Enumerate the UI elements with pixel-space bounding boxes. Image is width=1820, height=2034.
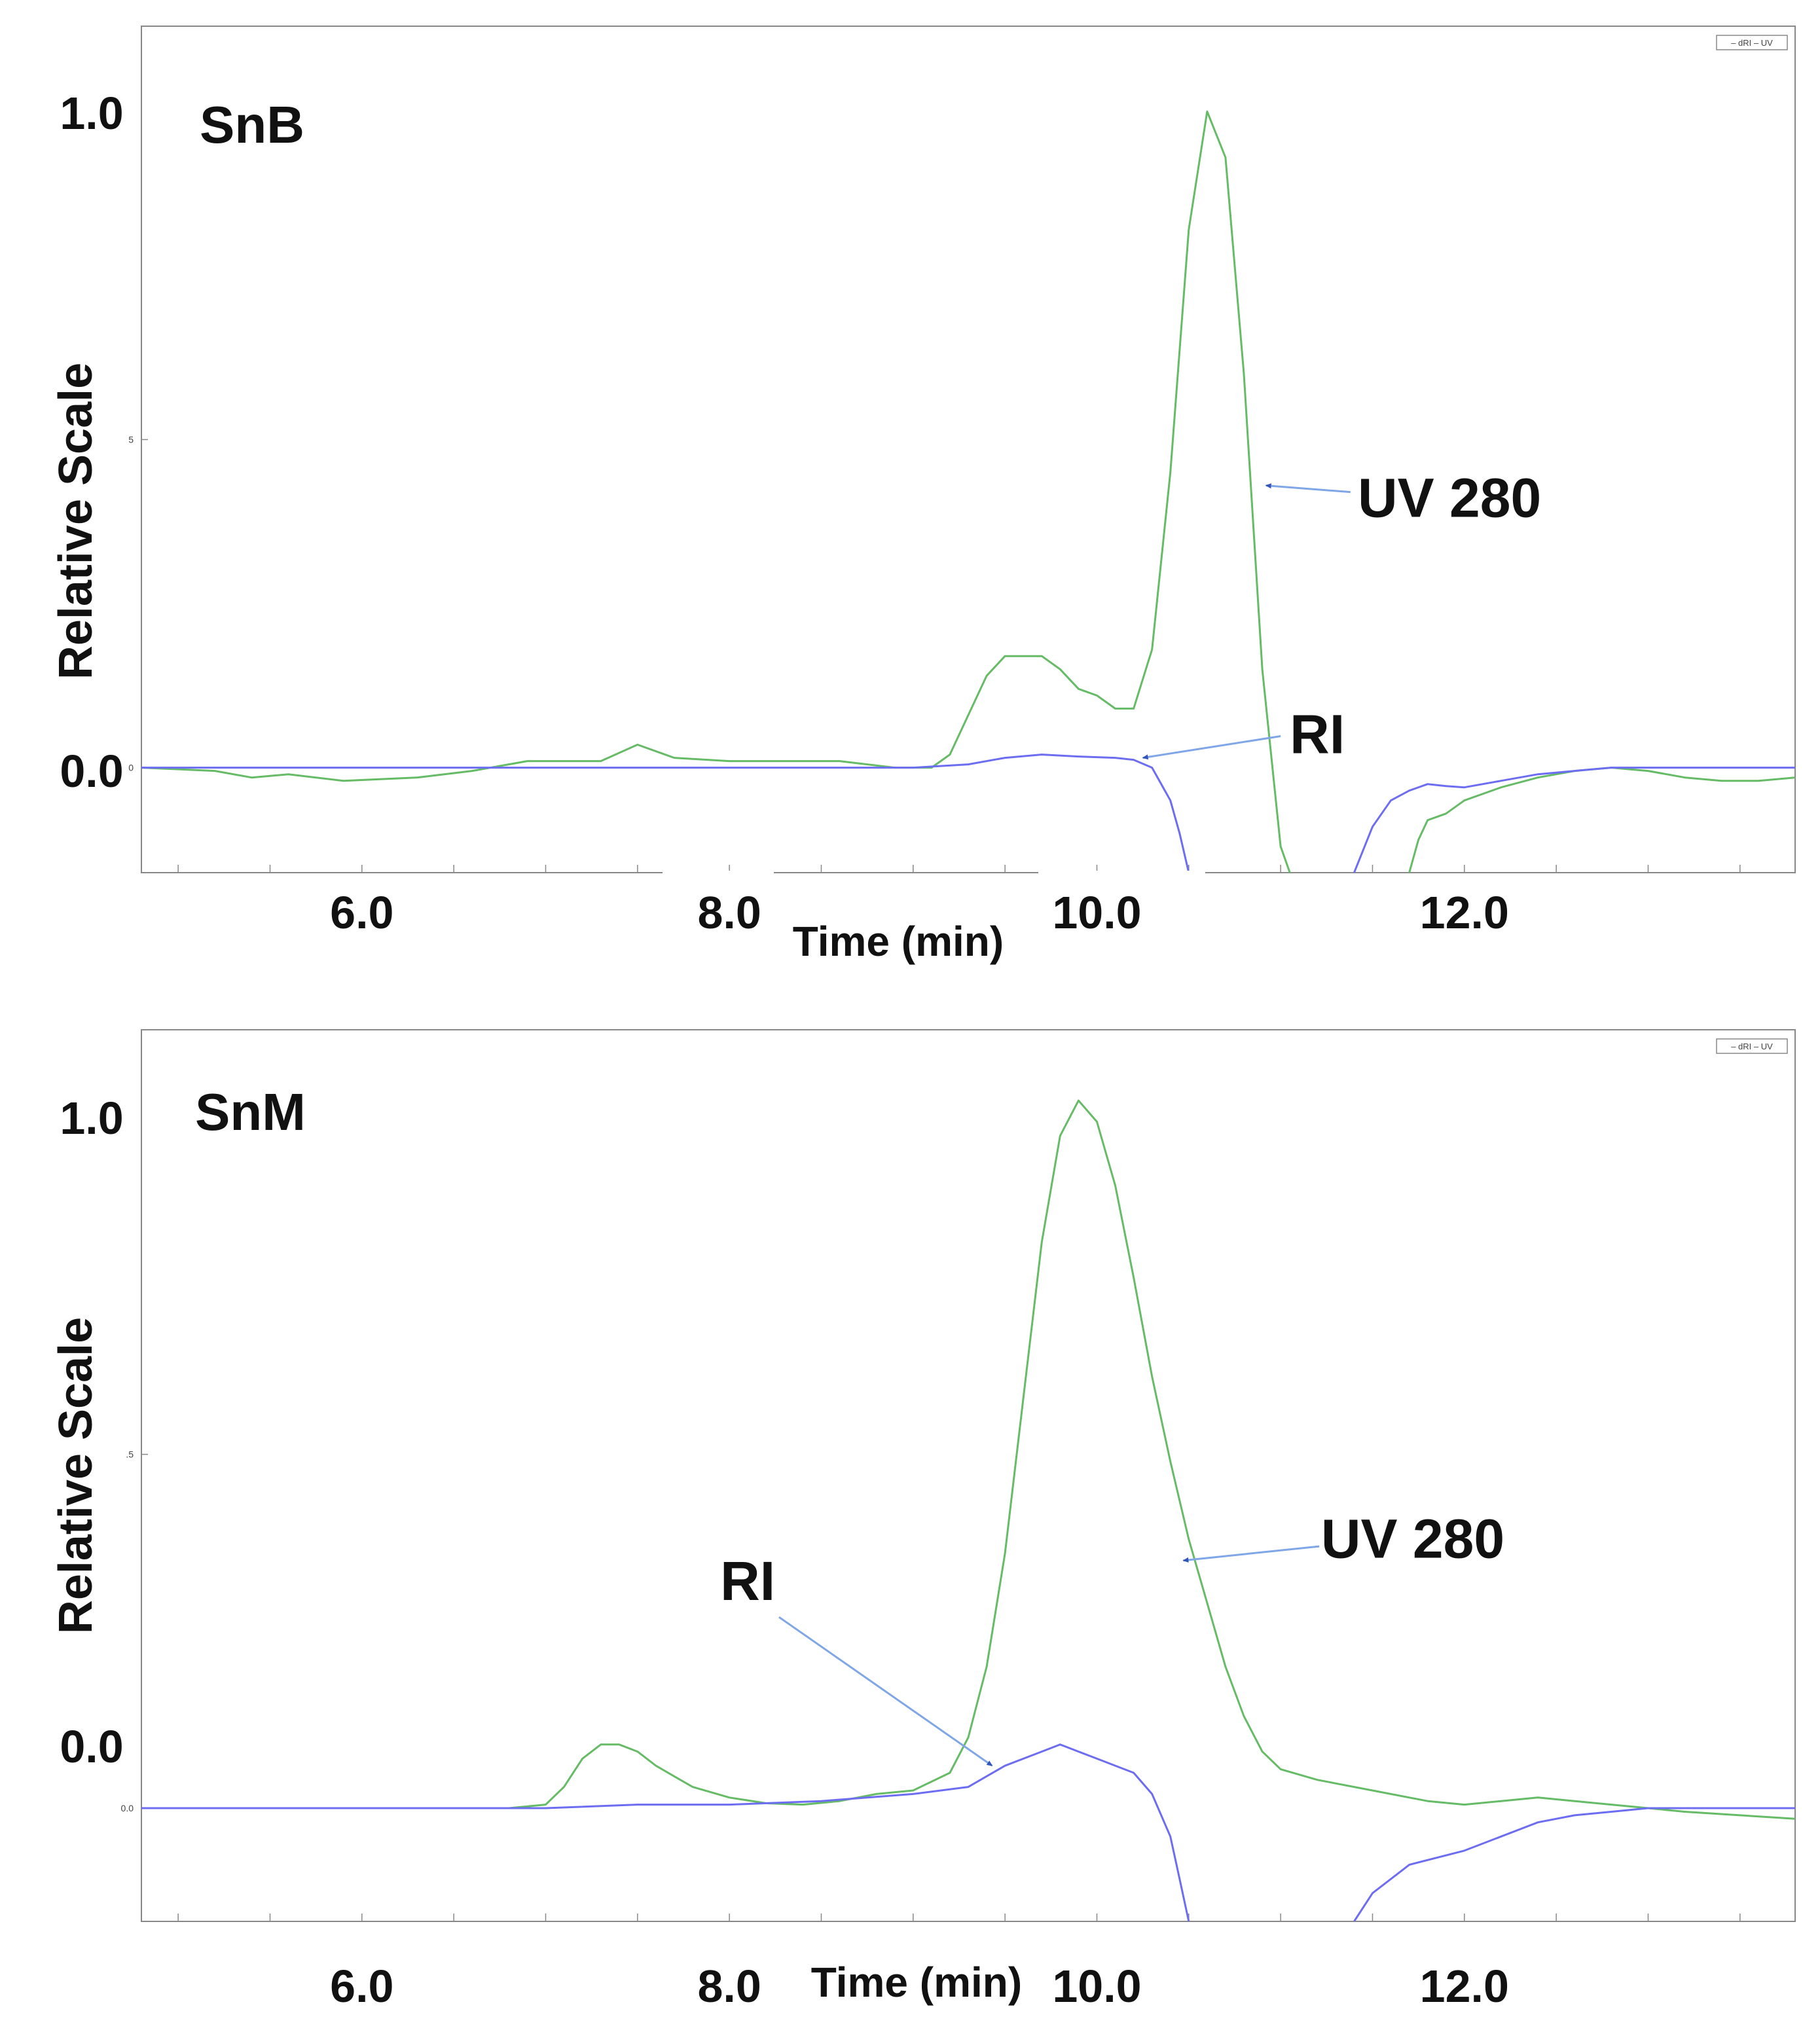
panel1-annotation-label-0: UV 280 (1321, 1508, 1504, 1569)
panel1-plot-frame (141, 1029, 1796, 1922)
panel1-x-tick-label: 10.0 (1052, 1961, 1141, 2012)
panel1-annotation-label-1: RI (720, 1550, 775, 1612)
panel1-y-tick-label: 0.0 (60, 1721, 123, 1772)
panel0-annotation-arrow-1 (1142, 735, 1281, 760)
panel0-legend (1716, 35, 1788, 50)
panel1-x-tick-label: 8.0 (697, 1961, 761, 2012)
panel1-legend-label: – dRI – UV (1731, 1042, 1773, 1051)
panel0-y-axis-title: Relative Scale (50, 363, 102, 680)
panel0-series-uv-line-1 (1408, 767, 1795, 873)
panel0-x-tick-label: 12.0 (1420, 887, 1509, 938)
panel1-x-axis-title: Time (min) (811, 1959, 1022, 2006)
panel0-x-tick-label: 8.0 (697, 887, 761, 938)
panel0-frame-gap (1038, 871, 1205, 876)
panel1-legend (1716, 1038, 1788, 1054)
panel0-legend-label: – dRI – UV (1731, 38, 1773, 48)
panel0-y-tick-label: 1.0 (60, 88, 123, 139)
panel0-y-small-label: 5 (128, 434, 134, 445)
panel1-annotation-arrow-0 (1182, 1545, 1320, 1563)
panel0-series-ri-line-2 (141, 754, 1190, 873)
panel1-x-tick-label: 12.0 (1420, 1961, 1509, 2012)
panel1-annotation-arrow-1 (778, 1616, 993, 1767)
panel1-y-axis-title: Relative Scale (50, 1317, 102, 1634)
panel0-panel-label: SnB (200, 96, 304, 154)
panel0-annotation-arrow-0 (1265, 483, 1351, 494)
panel0-frame-gap (663, 871, 774, 876)
panel0-series-ri-line-3 (1353, 767, 1795, 873)
panel1-y-tick-label: 1.0 (60, 1093, 123, 1144)
panel1-series-ri-line-2 (1353, 1807, 1795, 1921)
panel0-series-uv-line-0 (141, 110, 1291, 873)
panel0-y-small-label: 0 (128, 763, 134, 773)
panel1-x-tick-label: 6.0 (330, 1961, 393, 2012)
panel0-plot-frame (141, 26, 1796, 873)
panel0-y-tick-label: 0.0 (60, 746, 123, 797)
panel0-x-axis-title: Time (min) (793, 918, 1004, 965)
panel0-x-tick-label: 6.0 (330, 887, 393, 938)
panel1-panel-label: SnM (195, 1083, 306, 1141)
panel0-annotation-label-0: UV 280 (1358, 467, 1541, 529)
panel1-y-small-label: .5 (126, 1449, 134, 1460)
panel1-series-ri-line-1 (141, 1743, 1190, 1921)
panel1-series-uv-line-0 (141, 1099, 1795, 1820)
panel1-y-small-label: 0.0 (121, 1803, 134, 1813)
panel0-x-tick-label: 10.0 (1052, 887, 1141, 938)
chart-panel-snb: 5 0 – dRI – UV 1.0 0.0 6.0 8.0 10.0 12.0 Time (mi… (50, 26, 1796, 965)
panel0-annotation-label-1: RI (1290, 704, 1345, 765)
chart-panel-snm: .5 0.0 – dRI – UV 1.0 0.0 6.0 8.0 10.0 12.0 Time … (50, 1029, 1796, 2012)
